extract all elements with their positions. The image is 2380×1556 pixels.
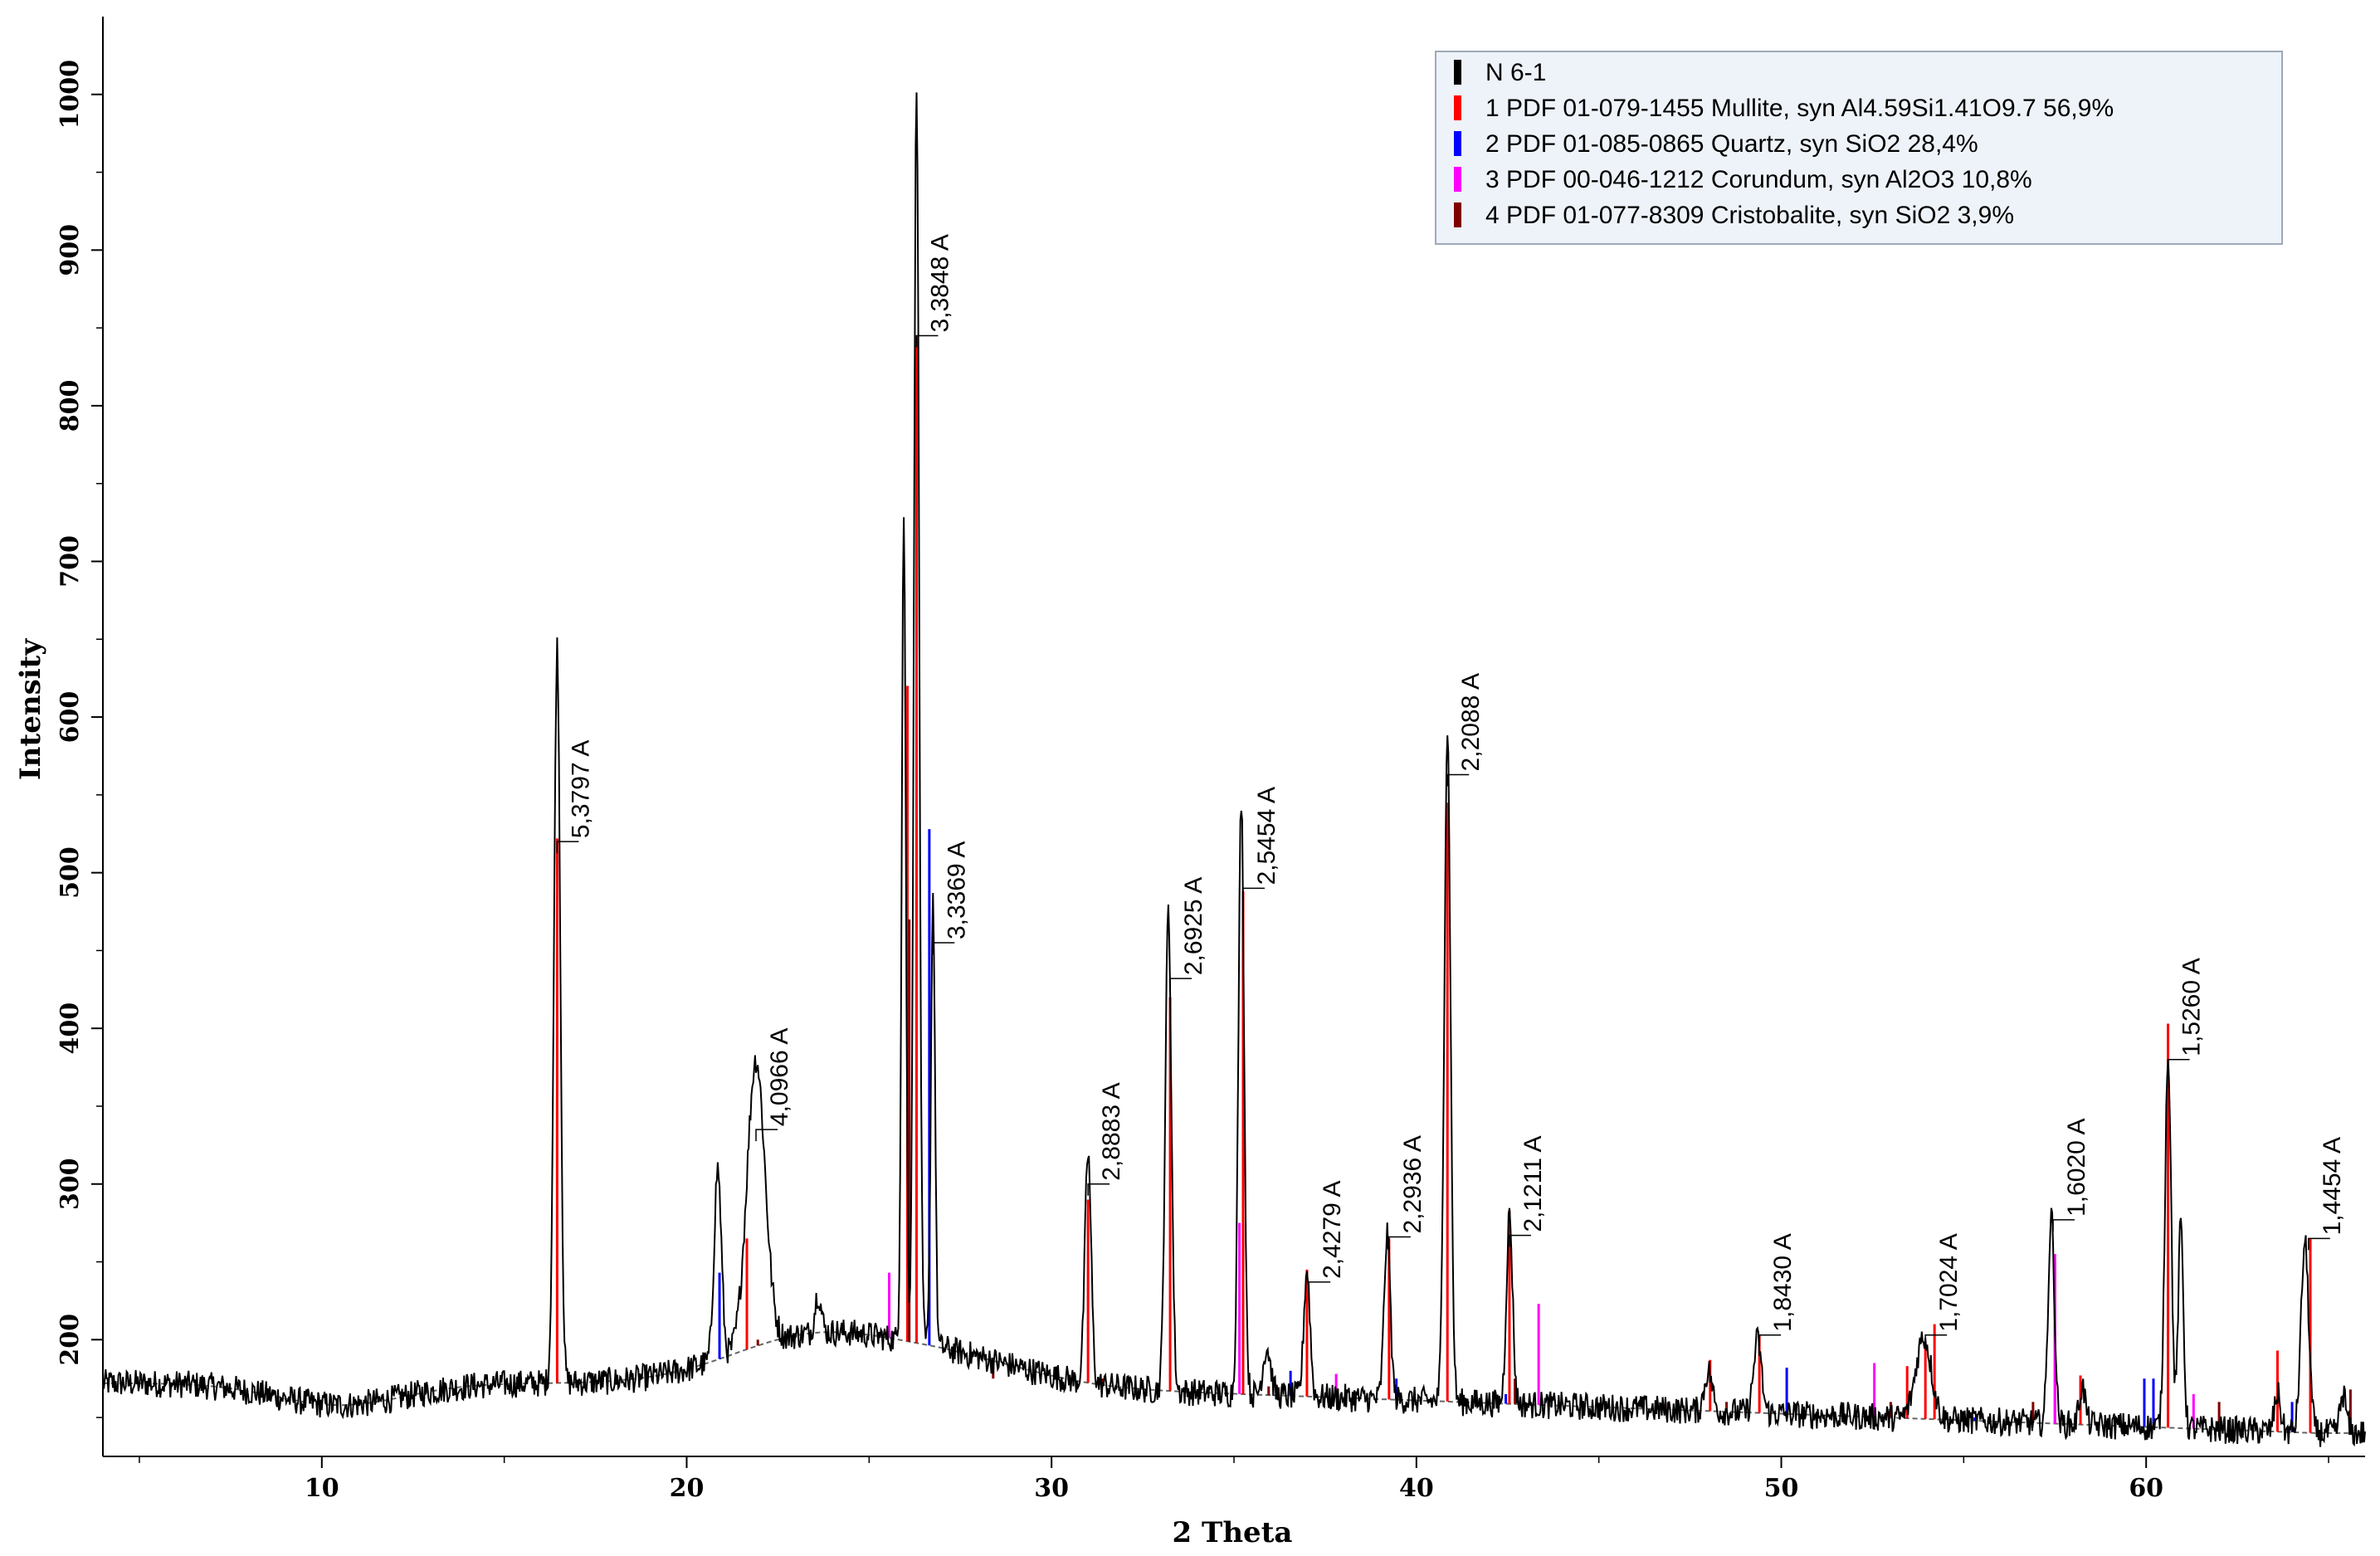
peak-marker <box>1924 1334 1948 1347</box>
peak-marker <box>1758 1334 1782 1347</box>
legend-label-cristobalite: 4 PDF 01-077-8309 Cristobalite, syn SiO2… <box>1485 202 2014 229</box>
legend-box <box>1435 51 2283 245</box>
peak-label: 1,8430 A <box>1769 1233 1797 1331</box>
legend-label-quartz: 2 PDF 01-085-0865 Quartz, syn SiO2 28,4% <box>1485 130 1978 158</box>
peak-marker <box>1169 978 1192 991</box>
y-tick-label: 300 <box>56 1158 85 1210</box>
axis-tick-labels: 10 20 30 40 50 60 200 300 400 500 600 700 800 900 1000 <box>56 60 2163 1503</box>
peak-label: 2,1211 A <box>1519 1135 1547 1232</box>
peak-label: 1,7024 A <box>1935 1233 1963 1331</box>
peak-marker <box>1242 887 1265 900</box>
peak-label: 2,6925 A <box>1180 877 1207 975</box>
peak-marker <box>1446 773 1470 787</box>
peak-marker <box>915 334 939 348</box>
y-tick-label: 200 <box>56 1314 85 1366</box>
peak-marker <box>1388 1236 1411 1249</box>
legend-swatch-quartz <box>1454 131 1461 156</box>
x-tick-label: 60 <box>2129 1474 2163 1503</box>
x-tick-label: 10 <box>305 1474 339 1503</box>
peak-label: 3,3369 A <box>943 841 970 939</box>
peak-label: 5,3797 A <box>567 740 594 838</box>
legend: N 6-1 1 PDF 01-079-1455 Mullite, syn Al4… <box>1435 51 2283 245</box>
peak-label: 2,2936 A <box>1399 1135 1427 1233</box>
x-axis-title: 2 Theta <box>1173 1516 1293 1549</box>
y-axis-title: Intensity <box>14 638 47 780</box>
y-tick-label: 700 <box>56 535 85 588</box>
legend-swatch-cristobalite <box>1454 202 1461 227</box>
peak-marker <box>2308 1237 2330 1251</box>
peak-marker <box>2167 1058 2190 1071</box>
peak-label: 2,8883 A <box>1098 1082 1125 1180</box>
peak-marker <box>556 841 579 854</box>
legend-swatch-pattern <box>1454 60 1461 85</box>
peak-marker <box>932 942 955 955</box>
y-tick-label: 900 <box>56 224 85 276</box>
legend-label-pattern: N 6-1 <box>1485 59 1546 86</box>
peak-label: 4,0966 A <box>766 1028 793 1126</box>
legend-label-mullite: 1 PDF 01-079-1455 Mullite, syn Al4.59Si1… <box>1485 95 2114 122</box>
x-tick-label: 40 <box>1399 1474 1434 1503</box>
peak-label: 2,5454 A <box>1253 787 1280 885</box>
peak-marker <box>1509 1234 1531 1247</box>
x-tick-label: 20 <box>670 1474 705 1503</box>
x-tick-label: 30 <box>1034 1474 1069 1503</box>
y-tick-label: 1000 <box>56 60 85 129</box>
reference-lines <box>555 335 2352 1433</box>
y-tick-label: 800 <box>56 380 85 432</box>
legend-swatch-corundum <box>1454 167 1461 192</box>
background-baseline <box>103 1331 2358 1434</box>
peak-label: 2,4279 A <box>1319 1180 1346 1278</box>
peak-labels: 5,3797 A 4,0966 A 3,3848 A 3,3369 A 2,8883 A… <box>556 234 2346 1347</box>
peak-label: 1,4454 A <box>2319 1137 2346 1235</box>
pattern-line <box>102 92 2366 1447</box>
legend-label-corundum: 3 PDF 00-046-1212 Corundum, syn Al2O3 10… <box>1485 166 2032 193</box>
peak-label: 1,5260 A <box>2178 958 2206 1056</box>
peak-label: 2,2088 A <box>1457 673 1485 771</box>
x-tick-label: 50 <box>1764 1474 1799 1503</box>
peak-label: 3,3848 A <box>926 234 953 332</box>
axis-ticks <box>91 93 2329 1468</box>
peak-marker <box>1308 1281 1331 1294</box>
y-tick-label: 500 <box>56 846 85 899</box>
peak-marker <box>755 1129 778 1142</box>
peak-marker <box>1087 1183 1110 1196</box>
y-tick-label: 400 <box>56 1002 85 1055</box>
legend-swatch-mullite <box>1454 95 1461 120</box>
peak-marker <box>2052 1219 2075 1232</box>
peak-label: 1,6020 A <box>2063 1118 2090 1216</box>
y-tick-label: 600 <box>56 691 85 744</box>
